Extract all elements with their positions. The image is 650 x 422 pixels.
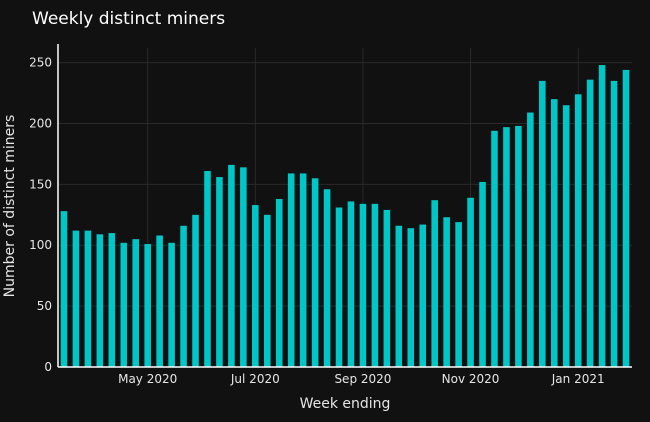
tick-labels: 0 50 100 150 200 250 May 2020 Jul 2020 Sep 2020 N… — [29, 56, 605, 386]
y-tick-label: 50 — [37, 299, 52, 313]
bar — [359, 203, 367, 367]
bar — [479, 181, 486, 367]
bar — [275, 198, 283, 367]
bar — [515, 125, 522, 367]
chart-title: Weekly distinct miners — [32, 9, 225, 29]
x-tick-label: Sep 2020 — [334, 372, 391, 386]
y-tick-label: 0 — [44, 360, 52, 374]
bar — [419, 224, 427, 367]
bar — [60, 211, 68, 367]
x-tick-label: Jan 2021 — [551, 372, 605, 386]
bar — [431, 200, 438, 367]
bar — [527, 112, 534, 367]
bar — [204, 170, 211, 367]
bar — [598, 65, 606, 367]
bar — [216, 177, 223, 367]
bar — [299, 173, 307, 367]
bar — [144, 244, 151, 367]
bar — [96, 234, 104, 367]
y-tick-label: 250 — [29, 56, 52, 70]
bar — [120, 242, 128, 367]
bar — [84, 230, 92, 367]
x-tick-label: Nov 2020 — [442, 372, 500, 386]
bar — [311, 178, 319, 367]
bar — [491, 130, 498, 367]
bar — [263, 214, 271, 367]
gridlines — [58, 48, 632, 367]
bar — [371, 203, 379, 367]
bar — [347, 201, 355, 367]
bar — [72, 230, 80, 367]
bar — [395, 225, 403, 367]
bar — [323, 189, 331, 367]
y-tick-label: 150 — [29, 177, 52, 191]
bar — [562, 105, 570, 367]
bar — [443, 217, 450, 367]
bar — [574, 94, 582, 367]
bar — [610, 80, 618, 367]
bar — [228, 164, 235, 367]
bars — [60, 65, 630, 368]
bar — [455, 222, 462, 367]
bar — [586, 79, 594, 367]
bar — [407, 228, 415, 367]
axes — [57, 44, 632, 368]
x-axis-title: Week ending — [300, 396, 391, 412]
bar — [550, 99, 558, 368]
bar — [539, 80, 546, 367]
x-tick-label: Jul 2020 — [230, 372, 280, 386]
bar — [335, 207, 343, 367]
bar — [192, 214, 199, 367]
bar — [132, 239, 140, 367]
bar — [108, 233, 116, 367]
bar — [383, 209, 391, 367]
y-tick-label: 200 — [29, 116, 52, 130]
bar — [156, 235, 163, 367]
bar — [287, 173, 295, 367]
bar — [503, 127, 510, 367]
bar — [467, 197, 474, 367]
bar — [180, 225, 187, 367]
y-axis-title: Number of distinct miners — [2, 115, 18, 298]
x-tick-label: May 2020 — [118, 372, 177, 386]
bar — [240, 167, 247, 367]
bar — [168, 242, 175, 367]
y-tick-label: 100 — [29, 238, 52, 252]
bar — [252, 205, 259, 367]
bar — [622, 69, 630, 368]
